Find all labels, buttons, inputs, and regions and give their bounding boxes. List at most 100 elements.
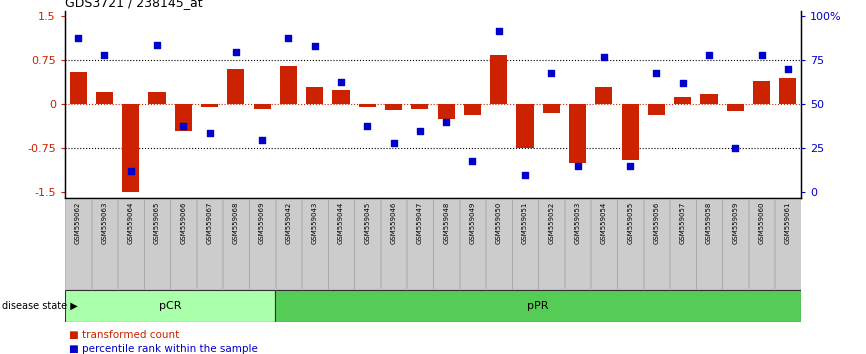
Point	[518, 172, 532, 178]
Point	[360, 123, 374, 129]
Text: GSM559067: GSM559067	[207, 202, 212, 244]
Text: GDS3721 / 238145_at: GDS3721 / 238145_at	[65, 0, 203, 10]
FancyBboxPatch shape	[433, 199, 459, 289]
Bar	[359, 104, 376, 107]
Text: disease state ▶: disease state ▶	[2, 301, 77, 311]
Text: pCR: pCR	[158, 301, 181, 311]
Point	[650, 70, 663, 76]
Text: GSM559068: GSM559068	[233, 202, 239, 244]
Bar	[148, 92, 165, 104]
Bar	[648, 104, 665, 115]
Text: GSM559059: GSM559059	[733, 202, 739, 244]
Text: GSM559050: GSM559050	[495, 202, 501, 244]
FancyBboxPatch shape	[65, 290, 275, 322]
Point	[675, 80, 689, 86]
Text: GSM559057: GSM559057	[680, 202, 686, 244]
Bar	[595, 87, 612, 104]
Bar	[569, 104, 586, 163]
Point	[307, 44, 321, 49]
Bar	[333, 90, 350, 104]
FancyBboxPatch shape	[486, 199, 512, 289]
Bar	[227, 69, 244, 104]
Text: GSM559055: GSM559055	[627, 202, 633, 244]
Point	[571, 163, 585, 169]
Text: GSM559058: GSM559058	[706, 202, 712, 244]
Point	[177, 123, 191, 129]
Point	[334, 79, 348, 84]
Bar	[254, 104, 271, 109]
FancyBboxPatch shape	[670, 199, 695, 289]
Bar	[622, 104, 639, 160]
Text: GSM559061: GSM559061	[785, 202, 791, 244]
FancyBboxPatch shape	[565, 199, 591, 289]
FancyBboxPatch shape	[197, 199, 223, 289]
Point	[702, 52, 716, 58]
Text: GSM559047: GSM559047	[417, 202, 423, 244]
Text: GSM559060: GSM559060	[759, 202, 765, 244]
Text: GSM559043: GSM559043	[312, 202, 318, 244]
FancyBboxPatch shape	[749, 199, 774, 289]
FancyBboxPatch shape	[65, 199, 91, 289]
FancyBboxPatch shape	[275, 199, 301, 289]
FancyBboxPatch shape	[696, 199, 722, 289]
Bar	[201, 104, 218, 107]
Bar	[779, 78, 797, 104]
FancyBboxPatch shape	[617, 199, 643, 289]
FancyBboxPatch shape	[539, 199, 564, 289]
Point	[781, 67, 795, 72]
FancyBboxPatch shape	[275, 290, 801, 322]
Bar	[96, 92, 113, 104]
FancyBboxPatch shape	[328, 199, 354, 289]
Text: pPR: pPR	[527, 301, 549, 311]
Text: GSM559062: GSM559062	[75, 202, 81, 244]
FancyBboxPatch shape	[118, 199, 144, 289]
Bar	[675, 97, 691, 104]
Text: GSM559051: GSM559051	[522, 202, 528, 244]
Text: GSM559045: GSM559045	[365, 202, 371, 244]
FancyBboxPatch shape	[144, 199, 170, 289]
Text: ■ percentile rank within the sample: ■ percentile rank within the sample	[69, 344, 258, 354]
Bar	[122, 104, 139, 192]
FancyBboxPatch shape	[354, 199, 380, 289]
Bar	[69, 72, 87, 104]
FancyBboxPatch shape	[381, 199, 406, 289]
FancyBboxPatch shape	[171, 199, 196, 289]
FancyBboxPatch shape	[512, 199, 538, 289]
Point	[281, 35, 295, 40]
Point	[413, 128, 427, 134]
FancyBboxPatch shape	[722, 199, 748, 289]
Bar	[385, 104, 402, 110]
Bar	[411, 104, 429, 109]
Point	[124, 169, 138, 174]
Text: GSM559044: GSM559044	[338, 202, 344, 244]
Point	[386, 140, 400, 146]
Point	[203, 130, 216, 136]
Point	[98, 52, 112, 58]
Bar	[437, 104, 455, 119]
FancyBboxPatch shape	[643, 199, 669, 289]
Text: GSM559066: GSM559066	[180, 202, 186, 244]
Point	[255, 137, 269, 142]
Text: GSM559064: GSM559064	[127, 202, 133, 244]
Point	[597, 54, 611, 60]
Text: GSM559052: GSM559052	[548, 202, 554, 244]
Bar	[464, 104, 481, 115]
Text: GSM559063: GSM559063	[101, 202, 107, 244]
Point	[150, 42, 164, 47]
Bar	[753, 81, 770, 104]
Text: GSM559056: GSM559056	[654, 202, 659, 244]
FancyBboxPatch shape	[249, 199, 275, 289]
Text: GSM559046: GSM559046	[391, 202, 397, 244]
Text: GSM559048: GSM559048	[443, 202, 449, 244]
Point	[229, 49, 242, 55]
FancyBboxPatch shape	[302, 199, 327, 289]
FancyBboxPatch shape	[591, 199, 617, 289]
Text: GSM559054: GSM559054	[601, 202, 607, 244]
Point	[754, 52, 768, 58]
Bar	[175, 104, 191, 131]
FancyBboxPatch shape	[92, 199, 117, 289]
Point	[545, 70, 559, 76]
Bar	[307, 87, 323, 104]
Point	[71, 35, 85, 40]
Text: GSM559065: GSM559065	[154, 202, 160, 244]
